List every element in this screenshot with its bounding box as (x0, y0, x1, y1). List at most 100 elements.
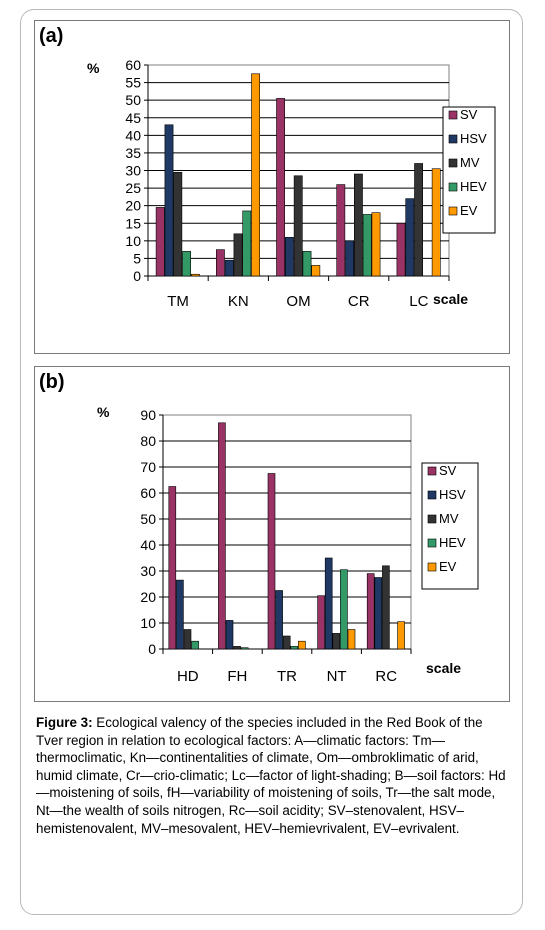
chart-b-bar-ev-nt (347, 629, 356, 650)
chart-a-bar-hev-kn (242, 210, 252, 277)
chart-a-legend-label-sv: SV (460, 107, 478, 122)
chart-b-x-tick-label-tr: TR (277, 668, 297, 685)
chart-a-x-tick-label-tm: TM (167, 293, 189, 310)
chart-a-legend-swatch-ev (448, 206, 458, 216)
chart-b-x-tick-label-fh: FH (227, 668, 247, 685)
chart-a-y-tick-label: 0 (133, 268, 141, 284)
chart-a-bar-sv-tm (155, 207, 165, 277)
chart-a-bar-ev-kn (251, 73, 260, 277)
chart-a-bar-hsv-cr (345, 240, 354, 277)
chart-a-bar-hev-cr (362, 214, 372, 277)
chart-b-svg: 0 10 20 30 40 50 60 70 80 90% HD FH TR NT RC scale SV HSV… (97, 404, 479, 685)
chart-a-bar-sv-kn (216, 249, 225, 277)
chart-b-bar-sv-tr (267, 473, 276, 650)
chart-a-bar-mv-tm (173, 171, 183, 277)
chart-a-legend-label-mv: MV (460, 155, 480, 170)
chart-b-bar-mv-tr (282, 635, 291, 650)
chart-a-bar-mv-cr (353, 173, 363, 277)
chart-b-bar-hsv-nt (324, 557, 333, 650)
chart-a-bar-ev-lc (431, 168, 441, 277)
chart-b-legend-label-sv: SV (439, 463, 457, 478)
chart-b-y-tick-label: 20 (140, 589, 156, 605)
chart-b-legend-label-hsv: HSV (439, 487, 466, 502)
chart-a-legend-swatch-sv (448, 110, 458, 120)
caption-label: Figure 3: (36, 715, 93, 730)
chart-a-y-tick-label: 25 (125, 180, 141, 196)
chart-a-x-label: scale (433, 291, 468, 307)
chart-b-y-tick-label: 0 (148, 641, 156, 657)
chart-a-y-tick-label: 15 (125, 215, 141, 231)
chart-b-legend-swatch-hsv (427, 490, 437, 500)
chart-b-bar-sv-nt (317, 595, 325, 650)
chart-a-legend-label-ev: EV (460, 203, 478, 218)
chart-a-bar-ev-om (311, 265, 321, 277)
chart-a-y-tick-label: 60 (125, 57, 141, 73)
chart-a-bar-hsv-kn (224, 259, 234, 277)
chart-b-y-tick-label: 30 (140, 563, 156, 579)
chart-b-y-tick-label: 40 (140, 537, 156, 553)
chart-b-bar-mv-nt (332, 633, 341, 650)
chart-b-x-label: scale (426, 660, 461, 676)
chart-b-legend-label-hev: HEV (439, 535, 466, 550)
chart-a-bar-ev-cr (371, 212, 381, 277)
chart-b-y-tick-label: 80 (140, 433, 156, 449)
chart-b-x-tick-label-rc: RC (375, 668, 397, 685)
figure-frame (20, 9, 523, 915)
chart-panel-a: (a) 0 5 10 15 20 25 30 35 40 45 50 55 60% TM KN OM CR LC s… (34, 20, 510, 354)
chart-a-y-tick-label: 45 (125, 110, 141, 126)
chart-b-bar-mv-rc (382, 565, 390, 650)
chart-b-bar-sv-rc (366, 573, 375, 650)
chart-a-bar-sv-lc (396, 222, 406, 277)
figure-caption: Figure 3: Ecological valency of the spec… (36, 714, 506, 837)
chart-b-legend-swatch-mv (427, 514, 437, 524)
chart-a-bar-hsv-lc (405, 198, 415, 277)
chart-b-legend-swatch-hev (427, 538, 437, 548)
chart-a-bar-hsv-tm (164, 124, 174, 277)
chart-a-bar-hev-tm (182, 251, 191, 277)
chart-b-legend-swatch-sv (427, 466, 437, 476)
chart-a-y-tick-label: 5 (133, 250, 141, 266)
chart-b-bar-sv-fh (218, 422, 226, 650)
chart-a-y-label: % (87, 60, 100, 76)
chart-panel-b: (b) 0 10 20 30 40 50 60 70 80 90% HD FH TR NT RC scale S… (34, 366, 510, 702)
chart-b-bar-hsv-fh (225, 620, 234, 650)
chart-b-y-tick-label: 90 (140, 407, 156, 423)
chart-b-legend-label-mv: MV (439, 511, 459, 526)
chart-a-x-tick-label-lc: LC (409, 293, 428, 310)
chart-a-y-tick-label: 40 (125, 127, 141, 143)
chart-b-x-tick-label-nt: NT (327, 668, 347, 685)
chart-b-bar-hev-hd (191, 640, 199, 650)
chart-b-y-tick-label: 60 (140, 485, 156, 501)
chart-b-bar-hev-tr (290, 646, 299, 650)
chart-b-bar-mv-fh (233, 646, 241, 650)
chart-b-bar-hev-fh (240, 647, 249, 650)
chart-b-bar-hsv-tr (275, 590, 283, 650)
chart-a-y-tick-label: 35 (125, 145, 141, 161)
caption-text: Ecological valency of the species includ… (36, 715, 506, 836)
chart-a-y-tick-label: 55 (125, 75, 141, 91)
chart-b-bar-ev-tr (298, 640, 306, 650)
panel-label-b: (b) (39, 371, 65, 393)
chart-b-y-tick-label: 10 (140, 615, 156, 631)
chart-b-bar-hsv-hd (176, 579, 184, 650)
chart-a-x-tick-label-kn: KN (228, 293, 249, 310)
panel-label-a: (a) (39, 25, 64, 47)
chart-a-bar-mv-om (293, 175, 303, 277)
chart-a-x-tick-label-cr: CR (348, 293, 370, 310)
chart-a-bar-mv-lc (414, 163, 423, 277)
chart-a-y-tick-label: 10 (125, 233, 141, 249)
chart-b-legend-swatch-ev (427, 562, 437, 572)
chart-b-legend-label-ev: EV (439, 559, 457, 574)
chart-a-legend-label-hsv: HSV (460, 131, 487, 146)
chart-a-bar-mv-kn (233, 233, 243, 277)
chart-b-y-label: % (97, 404, 110, 420)
chart-b-bar-hsv-rc (374, 577, 383, 650)
chart-a-legend-swatch-hev (448, 182, 458, 192)
chart-b-x-tick-label-hd: HD (177, 668, 199, 685)
chart-a-bar-sv-om (276, 98, 285, 277)
chart-a-bar-sv-cr (336, 184, 346, 277)
chart-b-bar-ev-rc (397, 621, 405, 650)
chart-a-y-tick-label: 50 (125, 92, 141, 108)
chart-b-bar-sv-hd (168, 486, 177, 650)
